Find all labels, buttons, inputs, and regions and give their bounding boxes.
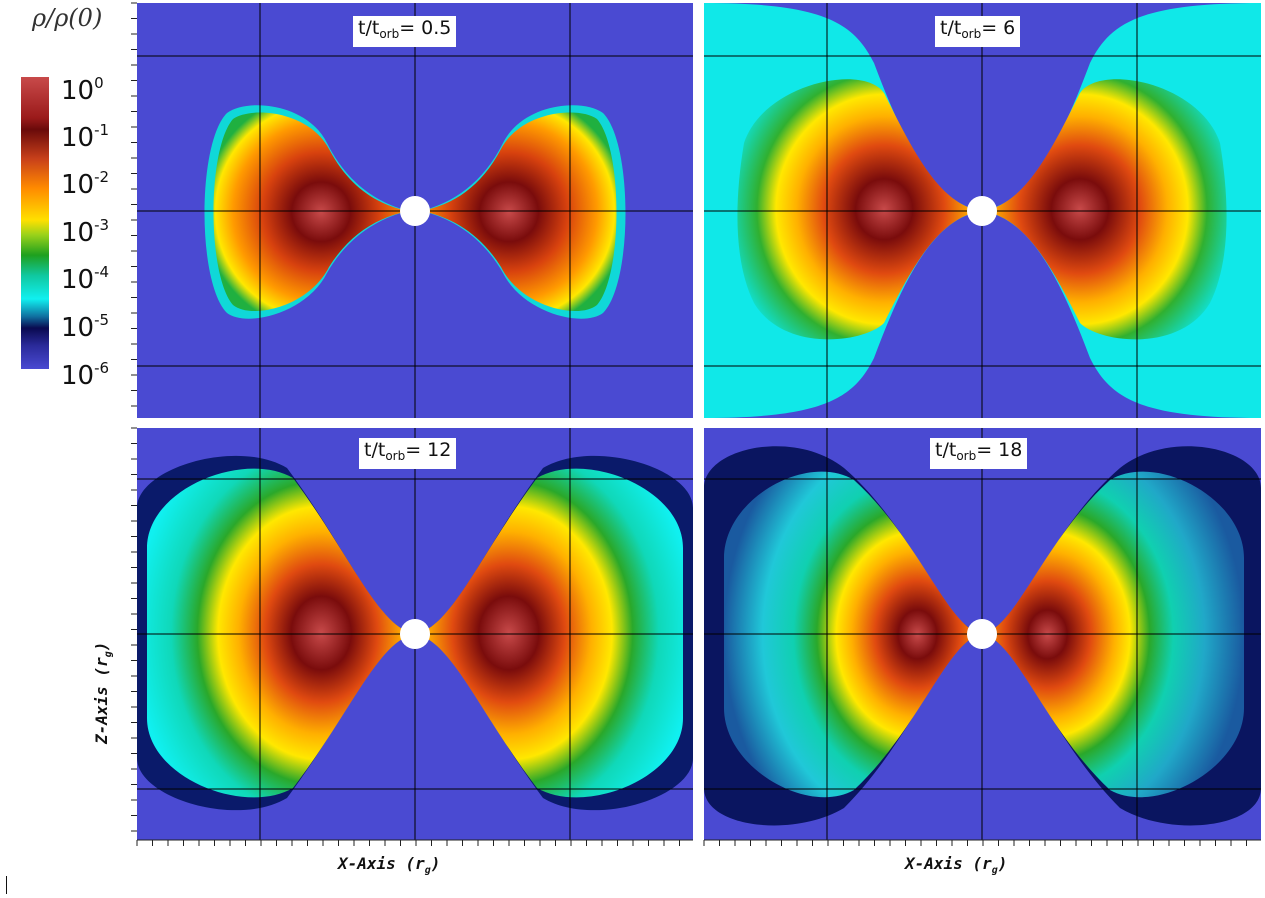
right-torus xyxy=(982,79,1227,340)
time-label: t/torb= 0.5 xyxy=(353,16,457,47)
colorbar-tick-label: 100 xyxy=(61,74,104,106)
grid-lines xyxy=(704,428,1261,840)
x-axis-label-right: X-Axis (rg) xyxy=(905,854,1008,877)
black-hole-horizon xyxy=(967,619,997,649)
density-panel-2: t/torb= 6 xyxy=(704,3,1261,418)
grid-lines xyxy=(137,428,693,840)
density-panel-4: t/torb= 18 xyxy=(704,428,1261,840)
right-torus xyxy=(415,468,683,798)
z-axis-label: Z-Axis (rg) xyxy=(92,641,115,744)
time-label: t/torb= 18 xyxy=(930,438,1028,469)
colorbar-title: ρ/ρ(0) xyxy=(32,4,103,32)
left-torus xyxy=(213,112,409,312)
time-label: t/torb= 12 xyxy=(359,438,457,469)
density-map xyxy=(137,3,693,418)
colorbar-tick-label: 10-4 xyxy=(61,263,110,295)
time-label: t/torb= 6 xyxy=(935,16,1021,47)
density-map xyxy=(704,3,1261,418)
density-map xyxy=(137,428,693,840)
colorbar-tick-label: 10-6 xyxy=(61,359,110,391)
text-cursor xyxy=(6,876,7,894)
colorbar-tick-label: 10-5 xyxy=(61,311,110,343)
colorbar-tick-label: 10-3 xyxy=(61,216,110,248)
black-hole-horizon xyxy=(400,619,430,649)
left-torus xyxy=(737,79,982,340)
density-map xyxy=(704,428,1261,840)
right-torus xyxy=(421,112,617,312)
density-panel-1: t/torb= 0.5 xyxy=(137,3,693,418)
density-panel-3: t/torb= 12 xyxy=(137,428,693,840)
colorbar xyxy=(21,77,49,369)
black-hole-horizon xyxy=(400,196,430,226)
left-torus xyxy=(147,468,415,798)
black-hole-horizon xyxy=(967,196,997,226)
x-axis-label-left: X-Axis (rg) xyxy=(338,854,441,877)
colorbar-tick-label: 10-1 xyxy=(61,121,110,153)
colorbar-tick-label: 10-2 xyxy=(61,168,110,200)
